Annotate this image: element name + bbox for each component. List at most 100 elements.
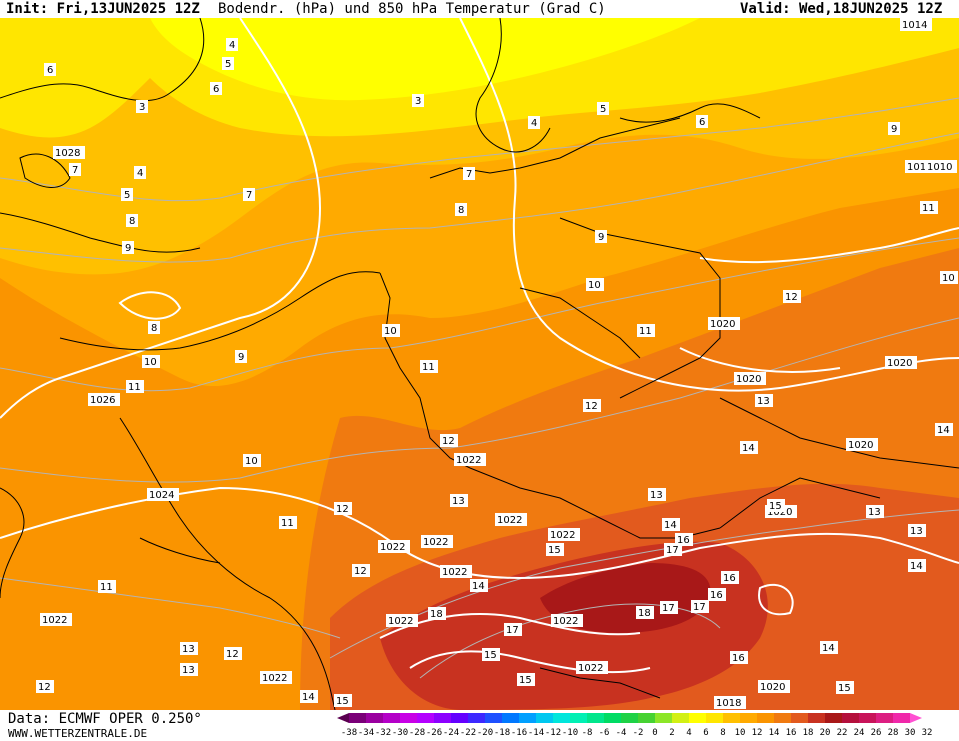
temperature-label: 12	[226, 649, 239, 660]
temperature-label: 17	[693, 602, 706, 613]
colorbar-swatch	[536, 713, 553, 723]
temperature-colorbar: -38 -34 -32 -30 -28 -26 -24 -22 -20 -18 -16 -14 -12-…	[337, 713, 933, 738]
colorbar-tick-label: -32	[375, 728, 391, 738]
temperature-label: 17	[506, 625, 519, 636]
coastline-and-borders	[0, 18, 959, 710]
colorbar-swatch	[893, 713, 910, 723]
temperature-label: 10	[942, 273, 955, 284]
colorbar-swatch	[655, 713, 672, 723]
colorbar-tick-label: 4	[686, 728, 691, 738]
colorbar-swatch	[400, 713, 417, 723]
temperature-label: 7	[246, 190, 252, 201]
temperature-label: 6	[213, 84, 219, 95]
temperature-label: 9	[238, 352, 244, 363]
pressure-label: 1022	[42, 615, 67, 626]
colorbar-swatch	[383, 713, 400, 723]
colorbar-tick-label: -8	[582, 728, 593, 738]
temperature-label: 14	[937, 425, 950, 436]
colorbar-tick-label: 0	[652, 728, 657, 738]
colorbar-swatch	[740, 713, 757, 723]
colorbar-swatch	[774, 713, 791, 723]
temperature-label: 5	[124, 190, 130, 201]
temperature-label: 11	[639, 326, 652, 337]
map-title: Bodendr. (hPa) und 850 hPa Temperatur (G…	[218, 1, 606, 17]
temperature-label: 3	[415, 96, 421, 107]
colorbar-swatch	[791, 713, 808, 723]
colorbar-swatch	[485, 713, 502, 723]
pressure-label: 1020	[848, 440, 873, 451]
colorbar-swatch	[468, 713, 485, 723]
pressure-label: 1022	[442, 567, 467, 578]
colorbar-swatch	[502, 713, 519, 723]
colorbar-swatch	[349, 713, 366, 723]
colorbar-swatch	[434, 713, 451, 723]
colorbar-swatch	[366, 713, 383, 723]
colorbar-swatch	[519, 713, 536, 723]
temperature-label: 16	[723, 573, 736, 584]
temperature-label: 13	[452, 496, 465, 507]
colorbar-swatch	[417, 713, 434, 723]
map-canvas: 1014 1016 1010 1028 1026 1024 1022 1022 …	[0, 18, 959, 710]
colorbar-ticks: -38 -34 -32 -30 -28 -26 -24 -22 -20 -18 -16 -14 -12-…	[341, 728, 933, 738]
colorbar-arrow-right	[910, 713, 922, 723]
pressure-label: 1028	[55, 148, 80, 159]
pressure-labels: 1014 1016 1010 1028 1026 1024 1022 1022 …	[40, 18, 957, 709]
colorbar-tick-label: 8	[720, 728, 725, 738]
colorbar-tick-label: -26	[426, 728, 442, 738]
temperature-label: 14	[742, 443, 755, 454]
colorbar-tick-label: -22	[460, 728, 476, 738]
colorbar-swatch	[621, 713, 638, 723]
temperature-label: 15	[769, 501, 782, 512]
temperature-label: 17	[666, 545, 679, 556]
isobar-lines	[0, 18, 959, 674]
pressure-label: 1018	[716, 698, 741, 709]
temperature-label: 11	[422, 362, 435, 373]
temperature-label: 16	[677, 535, 690, 546]
temperature-label: 6	[47, 65, 53, 76]
temperature-label: 7	[466, 169, 472, 180]
colorbar-tick-label: -6	[599, 728, 610, 738]
temperature-label: 9	[125, 243, 131, 254]
temperature-label: 12	[354, 566, 367, 577]
temperature-label: 14	[302, 692, 315, 703]
colorbar-tick-label: 24	[854, 728, 865, 738]
temperature-label: 13	[182, 644, 195, 655]
temperature-label: 13	[182, 665, 195, 676]
colorbar-tick-label: 14	[769, 728, 780, 738]
pressure-label: 1022	[423, 537, 448, 548]
colorbar-tick-label: 20	[820, 728, 831, 738]
temp-band-le3	[150, 18, 700, 101]
colorbar-tick-label: 10	[735, 728, 746, 738]
colorbar-tick-label: -38	[341, 728, 357, 738]
temperature-label: 4	[137, 168, 143, 179]
temperature-label: 11	[100, 582, 113, 593]
temperature-label: 11	[128, 382, 141, 393]
temperature-label: 14	[910, 561, 923, 572]
temperature-label: 15	[484, 650, 497, 661]
colorbar-tick-label: 6	[703, 728, 708, 738]
colorbar-swatch	[808, 713, 825, 723]
colorbar-swatch	[842, 713, 859, 723]
temperature-label: 13	[868, 507, 881, 518]
colorbar-swatch	[859, 713, 876, 723]
temperature-label: 14	[664, 520, 677, 531]
pressure-label: 1022	[456, 455, 481, 466]
colorbar-arrow-left	[337, 713, 349, 723]
temperature-label: 18	[430, 609, 443, 620]
temperature-label: 16	[710, 590, 723, 601]
colorbar-swatch	[723, 713, 740, 723]
colorbar-tick-label: -14	[528, 728, 544, 738]
temperature-label: 3	[139, 102, 145, 113]
temperature-label: 12	[38, 682, 51, 693]
pressure-label: 1020	[760, 682, 785, 693]
colorbar-tick-label: -20	[477, 728, 493, 738]
colorbar-tick-label: -4	[616, 728, 627, 738]
temperature-label: 12	[785, 292, 798, 303]
temperature-label: 18	[638, 608, 651, 619]
temperature-label: 12	[336, 504, 349, 515]
pressure-label: 1016	[907, 162, 932, 173]
colorbar-swatch	[706, 713, 723, 723]
temperature-label: 10	[384, 326, 397, 337]
pressure-label: 1022	[497, 515, 522, 526]
